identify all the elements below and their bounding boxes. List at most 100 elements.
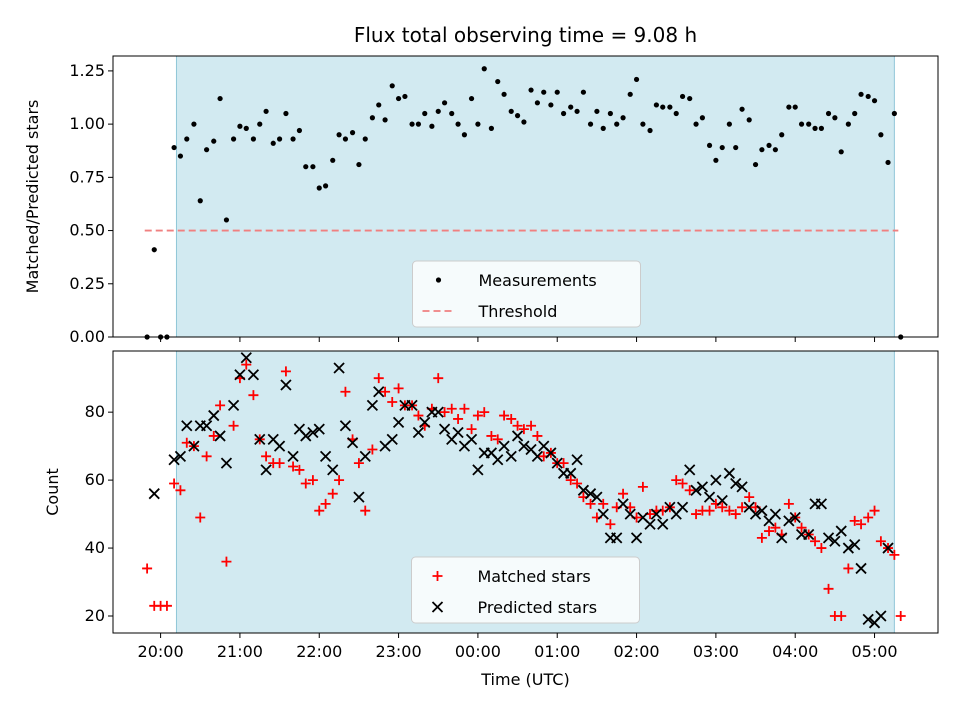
matched-stars-point	[869, 505, 880, 516]
measurement-point	[614, 121, 620, 127]
legend-box	[411, 556, 640, 624]
measurement-point	[501, 91, 507, 97]
measurement-point	[316, 185, 322, 191]
measurement-point	[283, 110, 289, 117]
predicted-stars-point	[300, 430, 312, 442]
predicted-stars-point	[234, 369, 246, 381]
predicted-stars-point	[630, 532, 643, 544]
matched-stars-point	[684, 485, 695, 496]
predicted-stars-point	[214, 430, 226, 442]
predicted-stars-point	[287, 450, 299, 462]
measurement-point	[865, 93, 871, 100]
predicted-stars-point	[327, 464, 339, 476]
matched-stars-point	[307, 475, 318, 486]
measurement-point	[409, 121, 415, 127]
matched-stars-point	[526, 420, 537, 431]
predicted-stars-point	[406, 399, 418, 411]
measurement-point	[349, 130, 356, 136]
matched-stars-point	[360, 505, 371, 516]
measurement-point	[746, 117, 752, 123]
predicted-stars-point	[181, 420, 193, 432]
measurement-point	[402, 93, 408, 100]
predicted-stars-point	[260, 464, 272, 476]
predicted-stars-point	[505, 450, 517, 462]
predicted-stars-point	[710, 474, 722, 486]
matched-stars-point	[393, 383, 404, 394]
predicted-stars-point	[452, 426, 464, 439]
matched-stars-point	[565, 475, 576, 486]
predicted-stars-point	[432, 406, 444, 418]
measurement-point	[792, 104, 798, 110]
matched-stars-point	[764, 526, 775, 537]
measurement-point	[270, 140, 276, 146]
measurement-point	[633, 76, 640, 83]
measurement-point	[243, 125, 249, 131]
matched-stars-point	[810, 536, 821, 547]
matched-stars-point	[836, 611, 847, 622]
measurement-point	[528, 87, 534, 93]
predicted-stars-point	[756, 505, 768, 517]
matched-stars-point	[506, 413, 517, 424]
predicted-stars-point	[438, 423, 451, 435]
predicted-stars-point	[472, 464, 484, 476]
matched-stars-point	[823, 583, 834, 594]
measurement-point	[574, 108, 580, 114]
x-tick-label: 00:00	[455, 642, 501, 661]
predicted-stars-point	[703, 491, 716, 503]
matched-stars-point	[558, 458, 569, 469]
measurement-point	[429, 123, 435, 129]
matched-stars-point	[221, 556, 232, 567]
predicted-stars-point	[220, 457, 233, 469]
legend-x-icon	[431, 601, 444, 613]
matched-stars-point	[320, 498, 331, 509]
x-axis-label: Time (UTC)	[480, 670, 569, 689]
matched-stars-point	[479, 407, 490, 418]
measurement-point	[303, 164, 309, 170]
measurement-point	[541, 89, 547, 95]
axes-frame	[112, 350, 939, 634]
x-tick-label: 20:00	[138, 642, 184, 661]
measurement-point	[568, 104, 574, 110]
y-tick-label: 0.00	[69, 327, 105, 346]
legend-dot-icon	[435, 277, 442, 283]
matched-stars-point	[433, 373, 444, 384]
predicted-stars-point	[307, 426, 319, 439]
measurement-point	[759, 147, 765, 153]
measurement-point	[627, 91, 633, 97]
top-panel: 0.00 0.25 0.50 0.75 1.00 1.25 Flux total obser…	[23, 23, 939, 346]
predicted-stars-point	[511, 430, 524, 442]
measurement-point	[290, 136, 296, 142]
y-tick-label: 0.75	[69, 167, 105, 186]
predicted-stars-point	[882, 542, 894, 554]
predicted-stars-point	[776, 532, 788, 544]
measurement-point	[733, 144, 739, 151]
measurement-point	[587, 121, 594, 127]
predicted-stars-point	[584, 488, 597, 500]
measurement-point	[369, 115, 375, 121]
measurement-point	[640, 121, 646, 127]
measurement-point	[230, 136, 237, 142]
legend-plus-icon	[432, 571, 443, 581]
x-tick-label: 01:00	[534, 642, 580, 661]
legend-box	[412, 260, 641, 328]
chart-title: Flux total observing time = 9.08 h	[354, 23, 697, 47]
matched-stars-point	[353, 458, 364, 469]
x-tick-label: 23:00	[376, 642, 422, 661]
matched-stars-point	[387, 396, 398, 407]
predicted-stars-point	[736, 481, 748, 493]
predicted-stars-point	[597, 508, 609, 520]
predicted-stars-point	[419, 416, 431, 428]
matched-stars-point	[161, 600, 172, 611]
matched-stars-point	[340, 386, 351, 397]
measurement-point	[191, 121, 197, 127]
matched-stars-point	[373, 373, 384, 384]
y-tick-label: 0.25	[69, 274, 105, 293]
matched-stars-point	[248, 390, 259, 401]
measurement-point	[825, 110, 832, 117]
matched-stars-point	[208, 430, 219, 441]
predicted-stars-point	[822, 532, 835, 544]
matched-stars-point	[439, 407, 450, 418]
measurement-point	[514, 113, 521, 119]
matched-stars-point	[783, 498, 794, 509]
predicted-stars-point	[313, 423, 325, 435]
